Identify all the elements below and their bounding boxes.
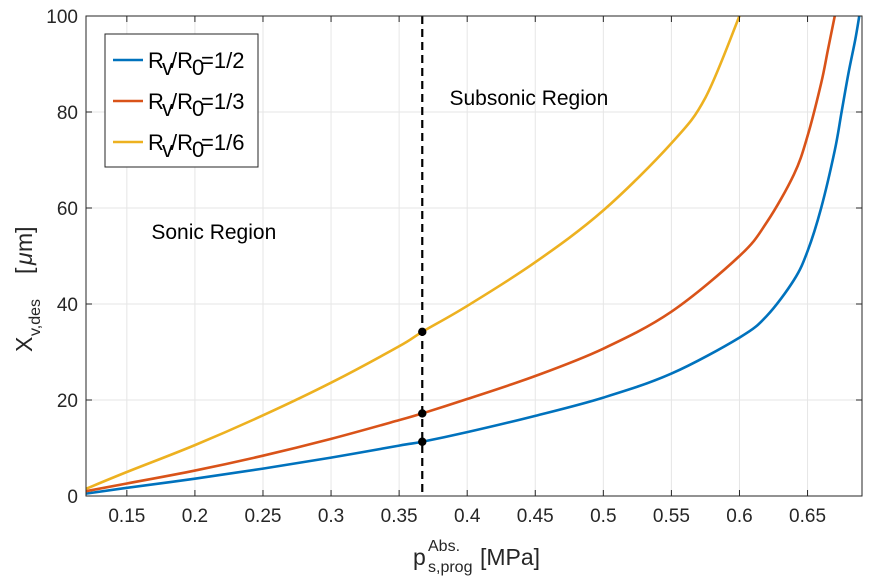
legend-label-part: v bbox=[162, 137, 173, 162]
x-tick-label: 0.35 bbox=[381, 506, 418, 527]
legend-entry-1: Rv/R 0=1/2 bbox=[148, 48, 244, 80]
ticks: 0.15 0.2 0.25 0.3 0.35 0.4 0.45 0.5 0.55 0.6 0.65 0… bbox=[46, 7, 862, 527]
legend-label-part: =1/3 bbox=[201, 89, 244, 114]
intersection-marker bbox=[418, 437, 427, 446]
annotation-text: Sonic Region bbox=[151, 221, 276, 244]
plot-frame bbox=[85, 15, 863, 497]
x-axis-label: p Abs. s,prog [MPa] bbox=[413, 538, 540, 576]
legend-label-part: /R bbox=[171, 89, 193, 114]
y-tick-label: 60 bbox=[57, 199, 78, 220]
legend-label-part: R bbox=[148, 48, 164, 73]
intersection-marker bbox=[418, 327, 427, 337]
legend-label-part: v bbox=[162, 55, 173, 80]
x-tick-label: 0.3 bbox=[318, 506, 344, 527]
x-tick-label: 0.65 bbox=[789, 506, 826, 527]
x-axis-label-subscript: s,prog bbox=[428, 559, 472, 576]
intersection-marker bbox=[418, 409, 427, 418]
legend-label-part: =1/6 bbox=[201, 130, 244, 155]
annotation-text: Subsonic Region bbox=[449, 87, 608, 110]
y-axis-label-unit-mu: μ bbox=[11, 252, 37, 266]
y-axis-label-unit-open: [ bbox=[11, 267, 37, 274]
legend-label-part: /R bbox=[171, 130, 193, 155]
y-tick-label: 20 bbox=[57, 391, 78, 412]
x-tick-label: 0.15 bbox=[108, 506, 145, 527]
series-line-2 bbox=[85, 15, 837, 493]
y-axis-label-unit-rest: m] bbox=[11, 226, 37, 252]
y-axis-label-subscript: v,des bbox=[27, 299, 44, 336]
y-tick-label: 0 bbox=[67, 487, 78, 508]
x-tick-label: 0.55 bbox=[653, 506, 690, 527]
x-tick-label: 0.25 bbox=[244, 506, 281, 527]
y-tick-label: 40 bbox=[57, 295, 78, 316]
legend-label-part: R bbox=[148, 89, 164, 114]
legend: Rv/R 0=1/2Rv/R 0=1/3Rv/R 0=1/6 bbox=[104, 33, 259, 168]
annotations: Subsonic Region Sonic Region bbox=[151, 87, 608, 244]
legend-label-part: 0 bbox=[192, 96, 204, 121]
x-axis-label-superscript: Abs. bbox=[428, 538, 460, 555]
y-tick-label: 80 bbox=[57, 103, 78, 124]
x-tick-label: 0.6 bbox=[726, 506, 752, 527]
x-axis-label-main: p bbox=[413, 544, 426, 570]
y-axis-label-main: X bbox=[11, 337, 37, 352]
legend-entry-3: Rv/R 0=1/6 bbox=[148, 130, 244, 162]
y-axis-label: X v,des [ μ m] bbox=[11, 226, 44, 352]
intersection-markers bbox=[418, 327, 427, 446]
legend-label-part: /R bbox=[171, 48, 193, 73]
legend-label-part: =1/2 bbox=[201, 48, 244, 73]
x-tick-label: 0.2 bbox=[182, 506, 208, 527]
legend-label-part: R bbox=[148, 130, 164, 155]
legend-label-part: v bbox=[162, 96, 173, 121]
x-tick-label: 0.5 bbox=[590, 506, 616, 527]
x-tick-label: 0.45 bbox=[517, 506, 554, 527]
legend-label-part: 0 bbox=[192, 137, 204, 162]
x-axis-label-unit: [MPa] bbox=[480, 544, 540, 570]
y-tick-label: 100 bbox=[46, 7, 78, 28]
x-tick-label: 0.4 bbox=[454, 506, 481, 527]
legend-entry-2: Rv/R 0=1/3 bbox=[148, 89, 244, 121]
series-line-1 bbox=[85, 15, 861, 495]
legend-label-part: 0 bbox=[192, 55, 204, 80]
